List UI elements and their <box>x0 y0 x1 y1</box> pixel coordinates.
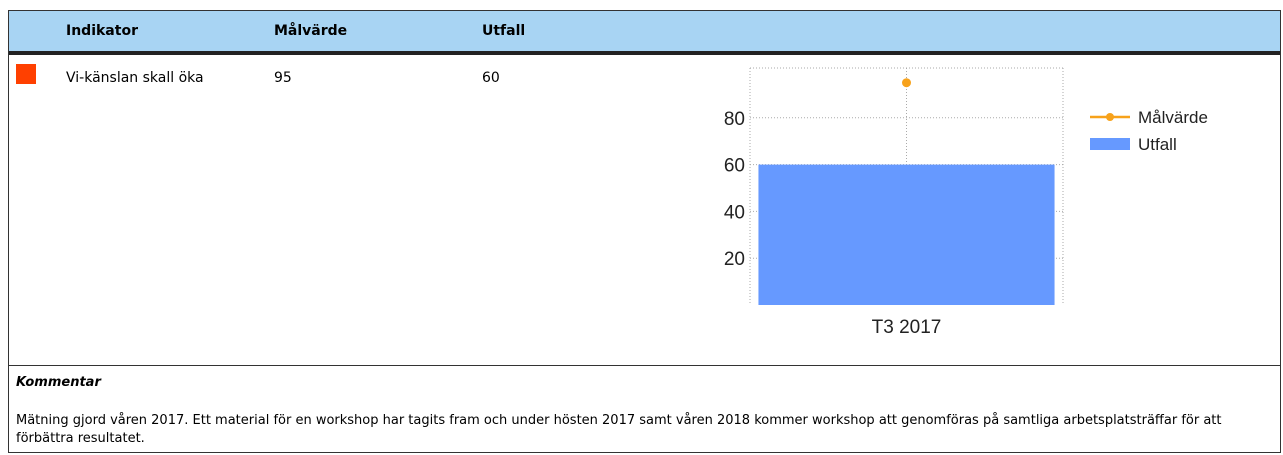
legend-marker <box>1106 113 1114 121</box>
y-tick-label: 40 <box>724 202 745 223</box>
divider <box>9 365 1280 366</box>
table-header: Indikator Målvärde Utfall <box>9 11 1280 55</box>
y-tick-label: 80 <box>724 109 745 130</box>
cell: Vi-känslan skall öka <box>66 70 204 86</box>
y-tick-label: 60 <box>724 156 745 177</box>
comment-text: Mätning gjord våren 2017. Ett material f… <box>16 413 1222 446</box>
legend-label: Utfall <box>1138 135 1177 154</box>
legend-swatch <box>1090 138 1130 150</box>
header-cell: Utfall <box>482 23 526 39</box>
line-point <box>902 78 911 88</box>
bar <box>758 164 1055 305</box>
cell: 95 <box>274 70 292 86</box>
header-cell: Målvärde <box>274 23 348 39</box>
status-square <box>16 64 36 84</box>
legend-label: Målvärde <box>1138 108 1208 127</box>
report-box: Indikator Målvärde Utfall Vi-känslan ska… <box>8 10 1281 453</box>
header-cell: Indikator <box>66 23 138 39</box>
comment-title: Kommentar <box>16 375 101 390</box>
cell: 60 <box>482 70 500 86</box>
x-tick-label: T3 2017 <box>872 317 942 338</box>
y-tick-label: 20 <box>724 249 745 270</box>
